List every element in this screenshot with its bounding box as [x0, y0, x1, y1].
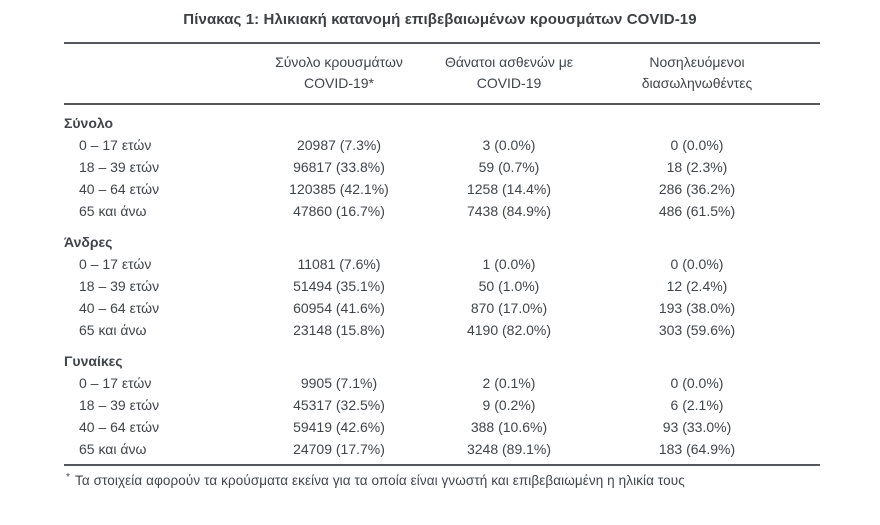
footnote: * Τα στοιχεία αφορούν τα κρούσματα εκείνα…: [64, 472, 820, 488]
header-total-cases-line1: Σύνολο κρουσμάτων: [275, 54, 403, 70]
intubated-value: 486 (61.5%): [658, 203, 736, 219]
age-group-label: 40 – 64 ετών: [79, 419, 160, 435]
covid-age-distribution-table: Σύνολο κρουσμάτων COVID-19* Θάνατοι ασθε…: [64, 42, 820, 466]
cases-value: 11081 (7.6%): [297, 256, 381, 272]
cases-value: 59419 (42.6%): [293, 419, 385, 435]
header-intubated-line1: Νοσηλευόμενοι: [649, 54, 745, 70]
cases-value: 60954 (41.6%): [293, 300, 385, 316]
cases-value: 51494 (35.1%): [293, 278, 385, 294]
cases-value: 45317 (32.5%): [293, 397, 385, 413]
table-body: Σύνολο 0 – 17 ετών 20987 (7.3%) 3 (0.0%)…: [64, 104, 820, 465]
header-row: Σύνολο κρουσμάτων COVID-19* Θάνατοι ασθε…: [64, 43, 820, 105]
age-group-label: 18 – 39 ετών: [79, 397, 160, 413]
footnote-text: Τα στοιχεία αφορούν τα κρούσματα εκείνα …: [75, 473, 685, 488]
deaths-value: 59 (0.7%): [478, 159, 540, 175]
table-row: 65 και άνω 24709 (17.7%) 3248 (89.1%) 18…: [64, 438, 820, 465]
section-row-men: Άνδρες: [64, 222, 820, 253]
intubated-value: 183 (64.9%): [658, 441, 736, 457]
header-empty-cell: [64, 43, 234, 105]
table-row: 40 – 64 ετών 59419 (42.6%) 388 (10.6%) 9…: [64, 416, 820, 438]
cases-value: 120385 (42.1%): [289, 181, 389, 197]
table-row: 18 – 39 ετών 45317 (32.5%) 9 (0.2%) 6 (2…: [64, 394, 820, 416]
header-deaths: Θάνατοι ασθενών με COVID-19: [444, 43, 574, 105]
section-label-men: Άνδρες: [64, 234, 113, 250]
intubated-value: 0 (0.0%): [670, 256, 724, 272]
age-group-label: 65 και άνω: [79, 441, 147, 457]
intubated-value: 0 (0.0%): [670, 375, 724, 391]
deaths-value: 7438 (84.9%): [466, 203, 552, 219]
intubated-value: 303 (59.6%): [658, 322, 736, 338]
header-intubated-line2: διασωληνωθέντες: [641, 75, 753, 91]
header-total-cases: Σύνολο κρουσμάτων COVID-19*: [234, 43, 444, 105]
header-total-cases-line2: COVID-19*: [303, 75, 375, 91]
intubated-value: 193 (38.0%): [658, 300, 736, 316]
header-deaths-line1: Θάνατοι ασθενών με: [444, 54, 574, 70]
age-group-label: 65 και άνω: [79, 203, 147, 219]
header-deaths-line2: COVID-19: [476, 75, 542, 91]
table-header: Σύνολο κρουσμάτων COVID-19* Θάνατοι ασθε…: [64, 43, 820, 105]
cases-value: 9905 (7.1%): [300, 375, 378, 391]
cases-value: 96817 (33.8%): [293, 159, 385, 175]
table-row: 0 – 17 ετών 9905 (7.1%) 2 (0.1%) 0 (0.0%…: [64, 372, 820, 394]
cases-value: 47860 (16.7%): [293, 203, 385, 219]
covid-age-table-page: Πίνακας 1: Ηλικιακή κατανομή επιβεβαιωμέ…: [64, 11, 820, 488]
header-intubated: Νοσηλευόμενοι διασωληνωθέντες: [574, 43, 820, 105]
deaths-value: 3 (0.0%): [482, 137, 536, 153]
age-group-label: 0 – 17 ετών: [79, 375, 152, 391]
table-row: 18 – 39 ετών 51494 (35.1%) 50 (1.0%) 12 …: [64, 275, 820, 297]
cases-value: 20987 (7.3%): [296, 137, 382, 153]
table-row: 18 – 39 ετών 96817 (33.8%) 59 (0.7%) 18 …: [64, 156, 820, 178]
intubated-value: 6 (2.1%): [670, 397, 724, 413]
table-row: 65 και άνω 47860 (16.7%) 7438 (84.9%) 48…: [64, 200, 820, 222]
table-row: 65 και άνω 23148 (15.8%) 4190 (82.0%) 30…: [64, 319, 820, 341]
deaths-value: 1 (0.0%): [482, 256, 536, 272]
section-row-women: Γυναίκες: [64, 341, 820, 372]
age-group-label: 0 – 17 ετών: [79, 256, 152, 272]
intubated-value: 93 (33.0%): [662, 419, 732, 435]
table-container: Σύνολο κρουσμάτων COVID-19* Θάνατοι ασθε…: [64, 42, 820, 488]
section-row-total: Σύνολο: [64, 104, 820, 134]
age-group-label: 18 – 39 ετών: [79, 278, 160, 294]
table-row: 0 – 17 ετών 11081 (7.6%) 1 (0.0%) 0 (0.0…: [64, 253, 820, 275]
deaths-value: 1258 (14.4%): [466, 181, 552, 197]
age-group-label: 40 – 64 ετών: [79, 181, 160, 197]
deaths-value: 9 (0.2%): [482, 397, 536, 413]
age-group-label: 40 – 64 ετών: [79, 300, 160, 316]
deaths-value: 3248 (89.1%): [466, 441, 552, 457]
age-group-label: 0 – 17 ετών: [79, 137, 152, 153]
deaths-value: 50 (1.0%): [478, 278, 540, 294]
cases-value: 24709 (17.7%): [293, 441, 385, 457]
section-label-total: Σύνολο: [64, 115, 114, 131]
table-row: 0 – 17 ετών 20987 (7.3%) 3 (0.0%) 0 (0.0…: [64, 134, 820, 156]
intubated-value: 18 (2.3%): [666, 159, 728, 175]
table-row: 40 – 64 ετών 60954 (41.6%) 870 (17.0%) 1…: [64, 297, 820, 319]
intubated-value: 0 (0.0%): [670, 137, 724, 153]
deaths-value: 388 (10.6%): [470, 419, 548, 435]
intubated-value: 286 (36.2%): [658, 181, 736, 197]
page-title: Πίνακας 1: Ηλικιακή κατανομή επιβεβαιωμέ…: [183, 11, 697, 28]
intubated-value: 12 (2.4%): [666, 278, 728, 294]
deaths-value: 870 (17.0%): [470, 300, 548, 316]
deaths-value: 2 (0.1%): [482, 375, 536, 391]
age-group-label: 18 – 39 ετών: [79, 159, 160, 175]
footnote-asterisk-marker: *: [66, 472, 70, 483]
age-group-label: 65 και άνω: [79, 322, 147, 338]
section-label-women: Γυναίκες: [64, 353, 123, 369]
table-row: 40 – 64 ετών 120385 (42.1%) 1258 (14.4%)…: [64, 178, 820, 200]
cases-value: 23148 (15.8%): [293, 322, 385, 338]
deaths-value: 4190 (82.0%): [466, 322, 552, 338]
